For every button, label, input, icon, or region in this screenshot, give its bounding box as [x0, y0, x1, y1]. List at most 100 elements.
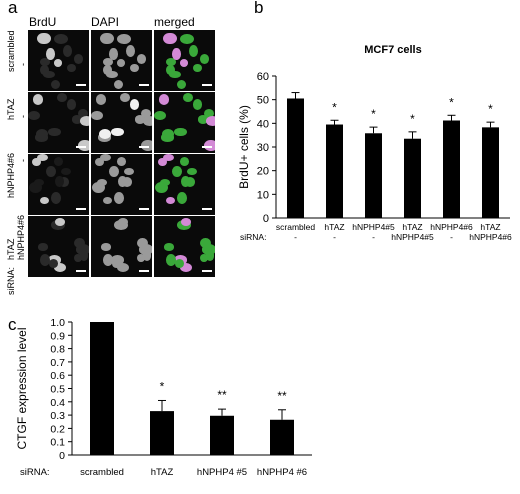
y-tick-label: 0.9: [50, 330, 65, 342]
nucleus: [56, 93, 67, 103]
nucleus: [111, 259, 121, 268]
significance-label: *: [488, 102, 493, 116]
nucleus: [54, 34, 68, 45]
x-tick-label: scrambled: [80, 467, 124, 478]
nucleus: [164, 243, 175, 251]
nucleus: [192, 98, 203, 110]
nucleus: [114, 79, 124, 89]
nucleus: [125, 44, 135, 57]
nucleus: [96, 178, 108, 186]
nucleus: [109, 48, 118, 60]
micrograph-tile: [91, 154, 152, 215]
panel-letter-c: c: [8, 315, 17, 334]
nucleus: [103, 58, 114, 67]
nucleus: [205, 115, 215, 126]
nucleus: [51, 192, 62, 205]
nucleus: [40, 58, 51, 67]
nucleus: [116, 59, 126, 68]
y-tick-label: 0.8: [50, 344, 65, 356]
nucleus: [124, 167, 135, 176]
bar: [150, 411, 174, 455]
y-tick-label: 1.0: [50, 317, 65, 329]
x-tick-label: hTAZ: [324, 222, 344, 232]
nucleus: [166, 64, 176, 75]
nucleus: [62, 44, 72, 57]
nucleus: [134, 115, 146, 124]
bar: [210, 415, 234, 455]
y-tick-label: 0.1: [50, 437, 65, 449]
micrograph-tile: [91, 216, 152, 277]
nucleus: [162, 154, 175, 162]
x-tick-label: hNPHP4#6: [469, 232, 512, 242]
nucleus: [32, 94, 44, 105]
nucleus: [38, 243, 49, 251]
scale-bar: [202, 270, 212, 272]
nucleus: [109, 165, 120, 177]
nucleus: [36, 154, 49, 162]
y-tick-label: 0.7: [50, 357, 65, 369]
nucleus: [174, 259, 184, 268]
row-dash: -: [18, 115, 28, 118]
nucleus: [105, 70, 118, 78]
nucleus: [116, 156, 127, 167]
nucleus: [199, 253, 209, 263]
nucleus: [37, 32, 51, 45]
nucleus: [51, 79, 61, 89]
nucleus: [117, 34, 131, 45]
nucleus: [73, 54, 84, 65]
bar: [404, 138, 421, 218]
x-tick-label: scrambled: [276, 222, 315, 232]
x-tick-label: hTAZ: [402, 222, 422, 232]
nucleus: [95, 157, 105, 167]
y-tick-label: 50: [257, 95, 269, 107]
nucleus: [66, 98, 77, 110]
significance-label: *: [332, 100, 337, 114]
micrograph-tile: [154, 154, 215, 215]
scale-bar: [139, 146, 149, 148]
column-header-merged: merged: [154, 15, 195, 29]
nucleus: [166, 254, 176, 266]
micrograph-tile: [28, 154, 89, 215]
nucleus: [174, 127, 187, 136]
nucleus: [205, 250, 215, 261]
bar: [270, 419, 294, 455]
y-tick-label: 0.2: [50, 423, 65, 435]
chart-title: MCF7 cells: [364, 44, 421, 56]
nucleus: [29, 181, 43, 194]
nucleus: [99, 154, 112, 162]
row-label-hnphp4-6: hNPHP4#6: [6, 152, 16, 198]
micrograph-tile: [154, 30, 215, 91]
nucleus: [79, 115, 89, 126]
nucleus: [162, 128, 175, 140]
nucleus: [137, 237, 149, 249]
x-tick-label: hNPHP4#5: [352, 222, 395, 232]
nucleus: [100, 32, 114, 45]
nucleus: [40, 254, 50, 266]
x-tick-label: -: [333, 232, 336, 242]
x-tick-label: hNPHP4 #6: [257, 467, 307, 478]
y-tick-label: 0: [59, 450, 65, 462]
nucleus: [122, 176, 133, 187]
y-tick-label: 0.6: [50, 370, 65, 382]
nucleus: [116, 263, 129, 273]
x-tick-label: hNPHP4 #5: [197, 467, 247, 478]
nucleus: [172, 165, 183, 177]
y-tick-label: 10: [257, 189, 269, 201]
nucleus: [185, 176, 196, 187]
sirna-label: siRNA:: [240, 232, 266, 242]
nucleus: [168, 70, 181, 78]
nucleus: [53, 59, 63, 68]
nucleus: [136, 253, 146, 263]
nucleus: [114, 192, 125, 205]
row-dash: -: [18, 63, 28, 66]
scale-bar: [139, 208, 149, 210]
nucleus: [55, 175, 65, 188]
scale-bar: [76, 146, 86, 148]
nucleus: [181, 175, 191, 188]
row-dash: -: [18, 159, 28, 162]
significance-label: *: [371, 107, 376, 121]
nucleus: [95, 94, 107, 105]
nucleus: [40, 64, 50, 75]
scale-bar: [202, 84, 212, 86]
bar: [326, 124, 343, 218]
